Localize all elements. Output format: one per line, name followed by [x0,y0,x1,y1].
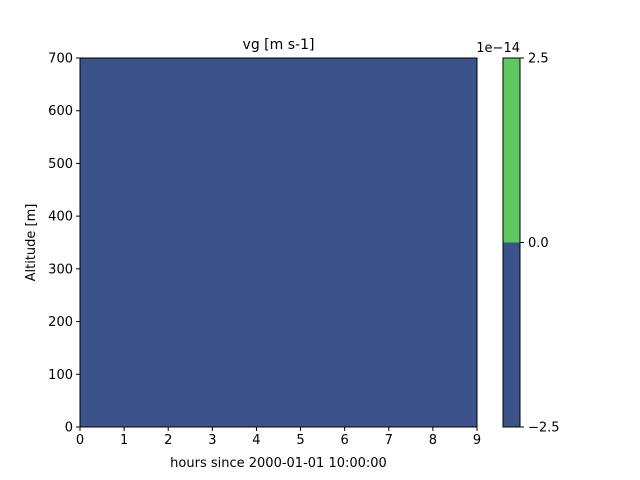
colorbar-band [503,58,520,243]
colorbar-ticks: −2.5 0.0 2.5 [520,52,560,436]
x-tick-label: 4 [252,433,260,448]
x-tick-label: 8 [429,433,437,448]
x-tick-label: 0 [76,433,84,448]
x-axis-label: hours since 2000-01-01 10:00:00 [170,456,387,471]
y-tick-label: 700 [48,52,73,67]
y-tick-label: 400 [48,210,73,225]
x-tick-label: 5 [296,433,304,448]
y-tick-label: 100 [48,368,73,383]
y-axis-label: Altitude [m] [24,204,39,282]
colorbar-offset-text: 1e−14 [476,41,520,56]
x-tick-label: 9 [473,433,481,448]
colorbar-band [503,242,520,427]
y-tick-label: 500 [48,157,73,172]
colorbar-tick-label: 0.0 [528,236,549,251]
x-tick-label: 6 [341,433,349,448]
colorbar-tick-label: −2.5 [528,421,560,436]
x-tick-label: 3 [208,433,216,448]
x-tick-label: 1 [120,433,128,448]
contour-field [80,58,477,427]
chart-title: vg [m s-1] [243,37,315,53]
x-axis-ticks: 0 1 2 3 4 5 6 7 8 9 [76,427,481,448]
x-tick-label: 7 [385,433,393,448]
plot-area [79,57,478,428]
y-tick-label: 0 [65,421,73,436]
x-tick-label: 2 [164,433,172,448]
y-tick-label: 600 [48,104,73,119]
colorbar [502,57,521,428]
y-tick-label: 300 [48,262,73,277]
plot-frame [79,57,478,428]
y-tick-label: 200 [48,315,73,330]
y-axis-ticks: 0 100 200 300 400 500 600 700 [48,52,80,436]
colorbar-tick-label: 2.5 [528,52,549,67]
